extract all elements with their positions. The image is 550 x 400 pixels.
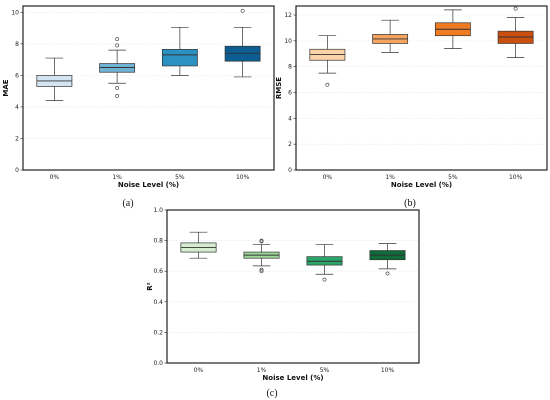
- y-tick-label: 0: [288, 167, 292, 174]
- panel-label: (a): [122, 198, 133, 209]
- y-axis-label: R²: [146, 282, 154, 290]
- box-0%: [180, 231, 217, 259]
- y-axis-label: RMSE: [275, 77, 283, 99]
- y-tick-label: 6: [15, 72, 19, 79]
- box-10%: [224, 8, 261, 78]
- y-tick-label: 10: [284, 38, 292, 45]
- outlier-point: [259, 269, 264, 274]
- x-tick-label: 10%: [509, 174, 523, 181]
- box-0%: [309, 35, 346, 87]
- iqr-box: [161, 49, 198, 67]
- outlier-point: [259, 239, 264, 244]
- y-tick-label: 4: [288, 115, 292, 122]
- outlier-point: [115, 43, 120, 48]
- plot-frame: [295, 5, 548, 171]
- x-tick-label: 0%: [50, 174, 60, 181]
- x-tick-label: 10%: [236, 174, 250, 181]
- chart-panel-2: 0 2 4 6 8 10 12 0% 1% 5% 10% Noise Level (%) RMSE (b): [275, 5, 548, 209]
- y-tick-label: 0: [15, 167, 19, 174]
- x-tick-label: 5%: [320, 367, 330, 374]
- box-5%: [434, 9, 471, 49]
- outlier-point: [385, 271, 390, 276]
- plot-frame: [22, 5, 275, 171]
- box-1%: [243, 238, 280, 274]
- x-tick-label: 0%: [323, 174, 333, 181]
- y-tick-label: 0.6: [153, 268, 163, 275]
- y-tick-label: 12: [284, 12, 292, 19]
- outlier-point: [240, 8, 245, 13]
- x-tick-label: 5%: [175, 174, 185, 181]
- box-10%: [497, 6, 534, 59]
- x-axis-label: Noise Level (%): [262, 374, 323, 382]
- y-tick-label: 2: [15, 135, 19, 142]
- plot-frame: [166, 209, 420, 364]
- x-axis-label: Noise Level (%): [391, 181, 452, 189]
- y-tick-label: 1.0: [153, 207, 163, 214]
- chart-panel-3: 0.0 0.2 0.4 0.6 0.8 1.0 0% 1% 5% 10% Noise Level (…: [146, 207, 420, 399]
- outlier-point: [322, 277, 327, 282]
- outlier-point: [325, 82, 330, 87]
- x-tick-label: 10%: [381, 367, 395, 374]
- y-tick-label: 8: [15, 41, 19, 48]
- y-tick-label: 6: [288, 90, 292, 97]
- y-tick-label: 8: [288, 64, 292, 71]
- y-tick-label: 0.0: [153, 360, 163, 367]
- x-tick-label: 1%: [385, 174, 395, 181]
- box-1%: [99, 37, 136, 98]
- y-tick-label: 0.8: [153, 238, 163, 245]
- box-0%: [36, 57, 73, 101]
- outlier-point: [513, 6, 518, 11]
- box-1%: [372, 19, 409, 53]
- y-tick-label: 4: [15, 104, 19, 111]
- outlier-point: [115, 93, 120, 98]
- y-tick-label: 2: [288, 141, 292, 148]
- x-tick-label: 1%: [257, 367, 267, 374]
- y-tick-label: 10: [11, 9, 19, 16]
- y-tick-label: 0.2: [153, 329, 163, 336]
- outlier-point: [115, 86, 120, 90]
- panel-label: (b): [404, 198, 416, 209]
- outlier-point: [259, 267, 264, 272]
- panel-label: (c): [266, 388, 277, 399]
- x-tick-label: 1%: [112, 174, 122, 181]
- y-axis-label: MAE: [2, 79, 10, 96]
- x-tick-label: 5%: [448, 174, 458, 181]
- x-tick-label: 0%: [194, 367, 204, 374]
- box-10%: [369, 243, 406, 276]
- box-5%: [161, 26, 198, 76]
- y-tick-label: 0.4: [153, 299, 163, 306]
- outlier-point: [115, 37, 120, 42]
- chart-panel-1: 0 2 4 6 8 10 0% 1% 5% 10% Noise Level (%) MAE (a): [2, 5, 275, 209]
- x-axis-label: Noise Level (%): [118, 181, 179, 189]
- box-5%: [306, 244, 343, 282]
